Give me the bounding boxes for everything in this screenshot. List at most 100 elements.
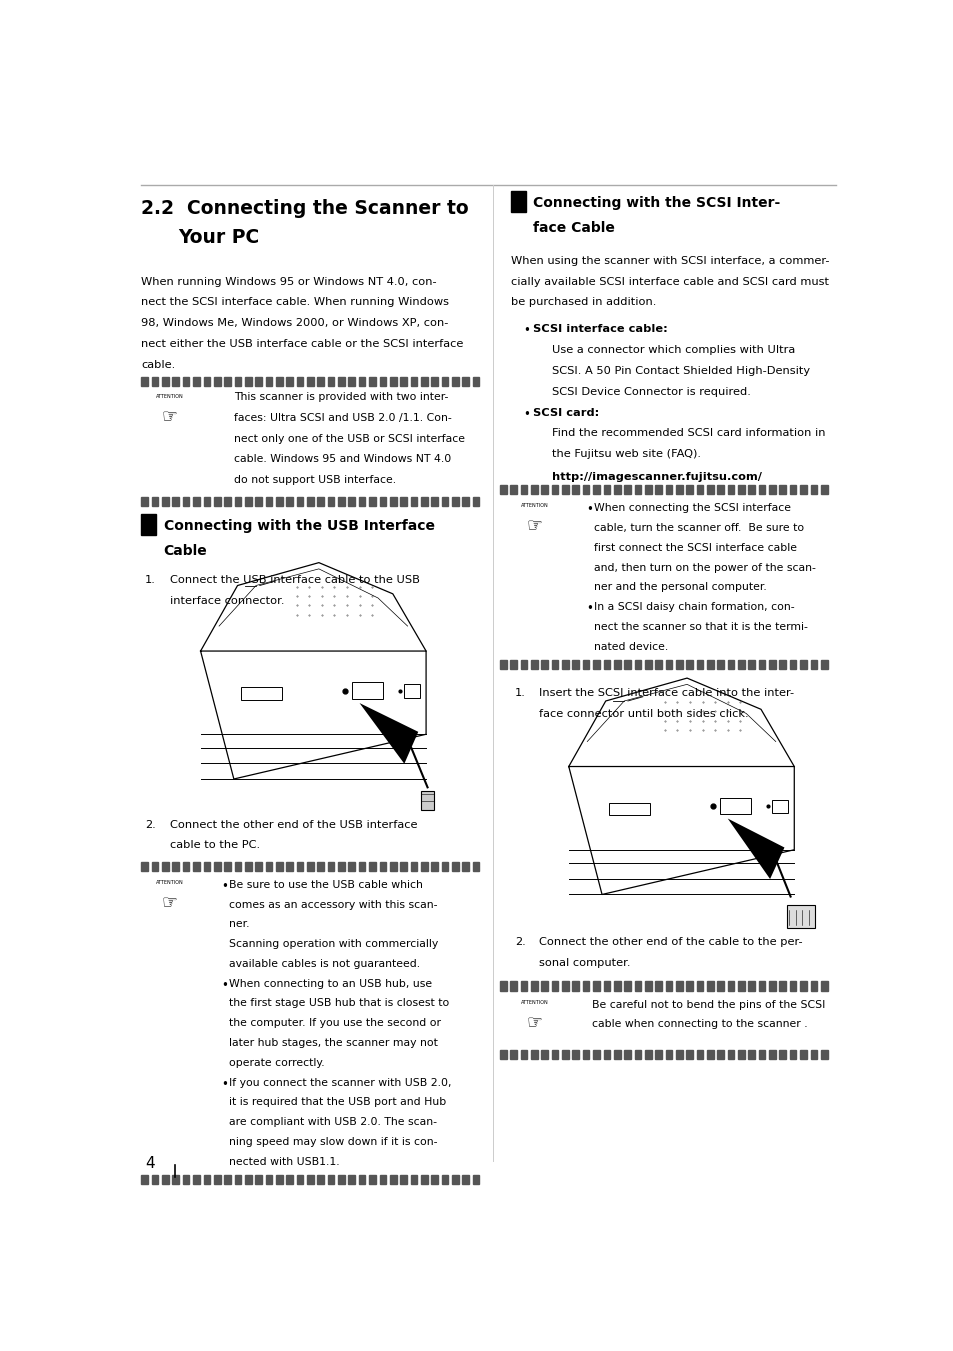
Text: •: • bbox=[221, 880, 228, 893]
Bar bbox=[337, 862, 344, 871]
Text: ATTENTION: ATTENTION bbox=[155, 394, 183, 399]
Bar bbox=[520, 981, 527, 990]
Bar bbox=[162, 862, 169, 871]
Text: faces: Ultra SCSI and USB 2.0 /1.1. Con-: faces: Ultra SCSI and USB 2.0 /1.1. Con- bbox=[233, 413, 451, 423]
Polygon shape bbox=[359, 703, 417, 763]
Text: do not support USB interface.: do not support USB interface. bbox=[233, 476, 395, 485]
Text: •: • bbox=[522, 324, 529, 338]
Bar bbox=[717, 1050, 723, 1059]
Text: sonal computer.: sonal computer. bbox=[538, 958, 630, 967]
Text: 2.: 2. bbox=[145, 820, 155, 830]
Bar bbox=[441, 1175, 448, 1185]
Text: Connecting with the USB Interface: Connecting with the USB Interface bbox=[164, 519, 435, 532]
Bar bbox=[665, 981, 672, 990]
Text: Connect the other end of the USB interface: Connect the other end of the USB interfa… bbox=[170, 820, 416, 830]
Text: When using the scanner with SCSI interface, a commer-: When using the scanner with SCSI interfa… bbox=[511, 255, 829, 266]
Text: When running Windows 95 or Windows NT 4.0, con-: When running Windows 95 or Windows NT 4.… bbox=[141, 277, 436, 286]
Bar bbox=[541, 485, 547, 494]
Bar bbox=[810, 1050, 817, 1059]
Bar bbox=[400, 497, 406, 505]
Bar bbox=[410, 862, 416, 871]
Bar bbox=[706, 981, 713, 990]
Bar bbox=[420, 792, 434, 811]
Bar bbox=[452, 377, 458, 386]
Bar bbox=[820, 659, 826, 669]
Bar bbox=[603, 485, 610, 494]
Bar bbox=[644, 981, 651, 990]
Bar bbox=[472, 377, 478, 386]
Bar bbox=[275, 1175, 282, 1185]
Bar bbox=[665, 485, 672, 494]
Bar bbox=[172, 497, 179, 505]
Text: 4: 4 bbox=[145, 1156, 154, 1171]
Bar bbox=[779, 485, 785, 494]
Bar bbox=[520, 659, 527, 669]
Bar bbox=[172, 1175, 179, 1185]
Bar bbox=[152, 1175, 158, 1185]
Bar bbox=[696, 659, 702, 669]
Bar bbox=[141, 377, 148, 386]
Bar bbox=[296, 377, 303, 386]
Bar bbox=[348, 862, 355, 871]
Bar bbox=[717, 485, 723, 494]
Bar bbox=[462, 497, 469, 505]
Bar bbox=[348, 377, 355, 386]
Bar bbox=[551, 659, 558, 669]
Text: 98, Windows Me, Windows 2000, or Windows XP, con-: 98, Windows Me, Windows 2000, or Windows… bbox=[141, 319, 448, 328]
Bar bbox=[337, 1175, 344, 1185]
Bar bbox=[183, 377, 190, 386]
Bar bbox=[655, 1050, 661, 1059]
Bar bbox=[572, 1050, 578, 1059]
Bar bbox=[779, 659, 785, 669]
Bar bbox=[655, 659, 661, 669]
Bar bbox=[676, 981, 682, 990]
Bar bbox=[369, 497, 375, 505]
Bar bbox=[431, 377, 437, 386]
Text: interface connector.: interface connector. bbox=[170, 596, 284, 605]
Bar bbox=[634, 981, 640, 990]
Bar bbox=[541, 981, 547, 990]
Bar bbox=[337, 377, 344, 386]
Text: Connect the USB interface cable to the USB: Connect the USB interface cable to the U… bbox=[170, 576, 419, 585]
Bar bbox=[328, 377, 335, 386]
Bar bbox=[203, 1175, 210, 1185]
Bar bbox=[403, 685, 419, 698]
Text: comes as an accessory with this scan-: comes as an accessory with this scan- bbox=[229, 900, 436, 909]
Bar bbox=[768, 659, 775, 669]
Bar bbox=[348, 1175, 355, 1185]
Bar bbox=[685, 485, 692, 494]
Text: cable to the PC.: cable to the PC. bbox=[170, 840, 259, 850]
Bar bbox=[286, 1175, 293, 1185]
Text: the first stage USB hub that is closest to: the first stage USB hub that is closest … bbox=[229, 998, 449, 1008]
Bar bbox=[255, 377, 262, 386]
Bar bbox=[369, 377, 375, 386]
Bar bbox=[786, 905, 814, 928]
Bar bbox=[696, 485, 702, 494]
Bar bbox=[328, 1175, 335, 1185]
Bar bbox=[613, 659, 619, 669]
Bar bbox=[520, 1050, 527, 1059]
Bar bbox=[241, 688, 281, 700]
Bar bbox=[676, 1050, 682, 1059]
Bar bbox=[613, 981, 619, 990]
Bar bbox=[789, 1050, 796, 1059]
Text: Connecting with the SCSI Inter-: Connecting with the SCSI Inter- bbox=[533, 196, 780, 211]
Text: nected with USB1.1.: nected with USB1.1. bbox=[229, 1156, 339, 1167]
Bar bbox=[441, 377, 448, 386]
Bar bbox=[758, 1050, 764, 1059]
Bar bbox=[348, 497, 355, 505]
Bar bbox=[551, 485, 558, 494]
Bar bbox=[706, 1050, 713, 1059]
Bar bbox=[582, 659, 589, 669]
Text: SCSI. A 50 Pin Contact Shielded High-Density: SCSI. A 50 Pin Contact Shielded High-Den… bbox=[551, 366, 809, 376]
Bar bbox=[224, 377, 231, 386]
Text: ner and the personal computer.: ner and the personal computer. bbox=[594, 582, 766, 592]
Bar bbox=[224, 1175, 231, 1185]
Bar bbox=[203, 497, 210, 505]
Text: ☞: ☞ bbox=[161, 893, 177, 912]
Bar bbox=[582, 1050, 589, 1059]
Bar bbox=[603, 659, 610, 669]
Bar bbox=[706, 659, 713, 669]
Bar bbox=[358, 377, 365, 386]
Bar bbox=[307, 862, 314, 871]
